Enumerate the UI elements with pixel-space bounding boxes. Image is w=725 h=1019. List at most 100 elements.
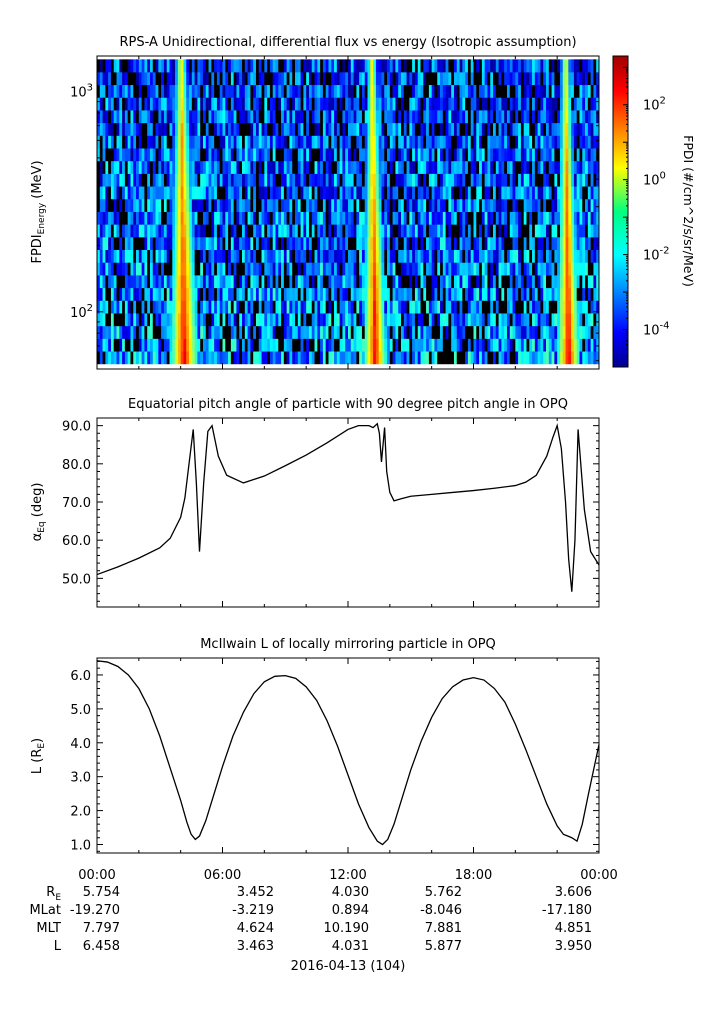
spectrogram-cell bbox=[557, 84, 561, 98]
spectrogram-cell bbox=[320, 351, 324, 365]
mcilwain-l-title: McIlwain L of locally mirroring particle… bbox=[200, 637, 496, 652]
spectrogram-cell bbox=[451, 135, 455, 149]
spectrogram-cell bbox=[392, 135, 396, 149]
spectrogram-cell bbox=[431, 198, 435, 212]
spectrogram-cell bbox=[490, 198, 494, 212]
spectrogram-cell bbox=[242, 313, 246, 327]
spectrogram-cell bbox=[414, 237, 419, 251]
spectrogram-cell bbox=[253, 72, 257, 86]
spectrogram-cell bbox=[325, 173, 329, 187]
spectrogram-cell bbox=[230, 148, 234, 162]
spectrogram-cell bbox=[467, 262, 472, 276]
spectrogram-cell bbox=[465, 249, 469, 263]
spectrogram-cell bbox=[520, 224, 524, 238]
spectrogram-cell bbox=[236, 351, 240, 365]
spectrogram-cell bbox=[495, 198, 499, 212]
colorbar-tick-label: 100 bbox=[643, 171, 666, 189]
spectrogram-cell bbox=[297, 135, 301, 149]
spectrogram-cell bbox=[509, 313, 513, 327]
spectrogram-cell bbox=[420, 313, 424, 327]
spectrogram-cell bbox=[169, 262, 173, 276]
spectrogram-cell bbox=[400, 325, 405, 339]
spectrogram-cell bbox=[225, 351, 229, 365]
spectrogram-cell bbox=[398, 135, 402, 149]
spectrogram-cell bbox=[214, 262, 218, 276]
spectrogram-cell bbox=[99, 72, 103, 86]
spectrogram-cell bbox=[219, 211, 223, 225]
spectrogram-cell bbox=[470, 287, 474, 301]
spectrogram-cell bbox=[453, 224, 458, 238]
spectrogram-cell bbox=[147, 173, 151, 187]
spectrogram-cell bbox=[353, 249, 357, 263]
spectrogram-cell bbox=[208, 237, 212, 251]
spectrogram-cell bbox=[261, 110, 265, 124]
spectrogram-cell bbox=[300, 160, 304, 174]
spectrogram-cell bbox=[554, 338, 558, 352]
spectrogram-cell bbox=[579, 262, 583, 276]
spectrogram-cell bbox=[546, 300, 550, 314]
spectrogram-cell bbox=[348, 224, 352, 238]
spectrogram-cell bbox=[409, 97, 413, 111]
spectrogram-cell bbox=[255, 122, 260, 136]
spectrogram-cell bbox=[317, 249, 321, 263]
spectrogram-cell bbox=[557, 72, 561, 86]
spectrogram-cell bbox=[448, 59, 452, 73]
spectrogram-cell bbox=[144, 237, 148, 251]
spectrogram-cell bbox=[412, 262, 416, 276]
spectrogram-cell bbox=[367, 313, 371, 327]
spectrogram-cell bbox=[562, 351, 566, 365]
spectrogram-cell bbox=[562, 135, 566, 149]
spectrogram-cell bbox=[534, 110, 538, 124]
spectrogram-cell bbox=[557, 160, 561, 174]
spectrogram-cell bbox=[501, 262, 505, 276]
spectrogram-cell bbox=[387, 211, 391, 225]
spectrogram-cell bbox=[554, 224, 558, 238]
spectrogram-cell bbox=[473, 160, 477, 174]
spectrogram-cell bbox=[194, 135, 198, 149]
spectrogram-cell bbox=[512, 97, 516, 111]
spectrogram-cell bbox=[149, 135, 154, 149]
spectrogram-cell bbox=[152, 59, 156, 73]
spectrogram-cell bbox=[532, 300, 536, 314]
spectrogram-cell bbox=[426, 275, 430, 289]
spectrogram-cell bbox=[498, 110, 502, 124]
spectrogram-cell bbox=[253, 148, 257, 162]
spectrogram-cell bbox=[110, 300, 115, 314]
spectrogram-cell bbox=[295, 249, 299, 263]
spectrogram-cell bbox=[367, 122, 371, 136]
spectrogram-cell bbox=[428, 198, 432, 212]
spectrogram-cell bbox=[487, 59, 491, 73]
spectrogram-cell bbox=[384, 313, 388, 327]
spectrogram-cell bbox=[102, 287, 106, 301]
spectrogram-cell bbox=[172, 313, 176, 327]
spectrogram-cell bbox=[395, 313, 399, 327]
spectrogram-cell bbox=[211, 287, 215, 301]
spectrogram-cell bbox=[490, 173, 494, 187]
spectrogram-cell bbox=[406, 338, 410, 352]
spectrogram-cell bbox=[540, 275, 544, 289]
spectrogram-cell bbox=[141, 211, 145, 225]
spectrogram-cell bbox=[292, 224, 296, 238]
spectrogram-cell bbox=[242, 224, 246, 238]
spectrogram-cell bbox=[534, 59, 538, 73]
spectrogram-cell bbox=[102, 351, 106, 365]
spectrogram-cell bbox=[339, 275, 343, 289]
spectrogram-cell bbox=[147, 135, 151, 149]
spectrogram-cell bbox=[465, 72, 469, 86]
spectrogram-cell bbox=[314, 148, 318, 162]
spectrogram-cell bbox=[300, 287, 304, 301]
spectrogram-cell bbox=[155, 110, 159, 124]
spectrogram-cell bbox=[261, 275, 265, 289]
spectrogram-cell bbox=[529, 275, 533, 289]
spectrogram-cell bbox=[523, 97, 527, 111]
spectrogram-cell bbox=[378, 72, 382, 86]
spectrogram-cell bbox=[356, 313, 360, 327]
spectrogram-cell bbox=[314, 351, 318, 365]
spectrogram-cell bbox=[239, 249, 243, 263]
spectrogram-cell bbox=[180, 72, 184, 86]
spectrogram-cell bbox=[403, 122, 407, 136]
spectrogram-cell bbox=[267, 313, 271, 327]
spectrogram-cell bbox=[110, 325, 115, 339]
spectrogram-cell bbox=[244, 173, 248, 187]
spectrogram-cell bbox=[194, 173, 198, 187]
